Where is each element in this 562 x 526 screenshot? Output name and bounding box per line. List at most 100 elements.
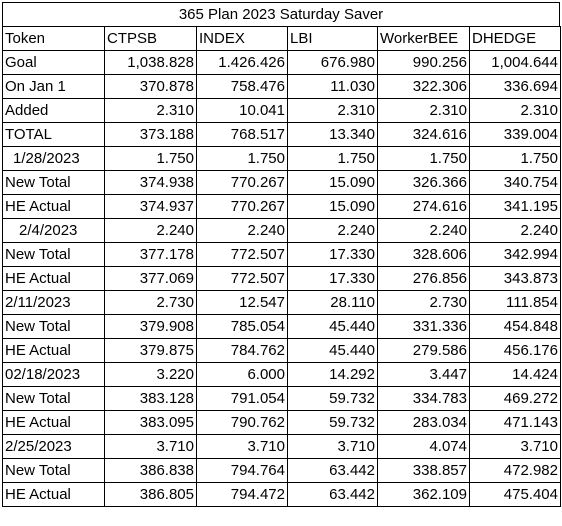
value-cell[interactable]: 336.694	[469, 74, 561, 99]
value-cell[interactable]: 3.710	[469, 434, 561, 459]
value-cell[interactable]: 10.041	[196, 98, 288, 123]
value-cell[interactable]: 4.074	[377, 434, 470, 459]
value-cell[interactable]: 59.732	[287, 410, 378, 435]
value-cell[interactable]: 2.240	[196, 218, 288, 243]
value-cell[interactable]: 326.366	[377, 170, 470, 195]
value-cell[interactable]: 791.054	[196, 386, 288, 411]
value-cell[interactable]: 3.710	[287, 434, 378, 459]
value-cell[interactable]: 377.178	[104, 242, 197, 267]
value-cell[interactable]: 14.424	[469, 362, 561, 387]
value-cell[interactable]: 283.034	[377, 410, 470, 435]
value-cell[interactable]: 342.994	[469, 242, 561, 267]
value-cell[interactable]: 768.517	[196, 122, 288, 147]
value-cell[interactable]: 324.616	[377, 122, 470, 147]
value-cell[interactable]: 341.195	[469, 194, 561, 219]
value-cell[interactable]: 334.783	[377, 386, 470, 411]
row-label-cell[interactable]: New Total	[2, 242, 105, 267]
row-label-cell[interactable]: HE Actual	[2, 266, 105, 291]
value-cell[interactable]: 794.764	[196, 458, 288, 483]
column-header-index[interactable]: INDEX	[196, 26, 288, 51]
value-cell[interactable]: 3.220	[104, 362, 197, 387]
value-cell[interactable]: 339.004	[469, 122, 561, 147]
value-cell[interactable]: 374.937	[104, 194, 197, 219]
value-cell[interactable]: 328.606	[377, 242, 470, 267]
value-cell[interactable]: 772.507	[196, 266, 288, 291]
value-cell[interactable]: 472.982	[469, 458, 561, 483]
value-cell[interactable]: 2.240	[469, 218, 561, 243]
value-cell[interactable]: 383.128	[104, 386, 197, 411]
value-cell[interactable]: 2.310	[104, 98, 197, 123]
value-cell[interactable]: 386.838	[104, 458, 197, 483]
row-label-cell[interactable]: 2/11/2023	[2, 290, 105, 315]
value-cell[interactable]: 15.090	[287, 194, 378, 219]
value-cell[interactable]: 276.856	[377, 266, 470, 291]
value-cell[interactable]: 59.732	[287, 386, 378, 411]
value-cell[interactable]: 2.310	[377, 98, 470, 123]
row-label-cell[interactable]: On Jan 1	[2, 74, 105, 99]
row-label-cell[interactable]: HE Actual	[2, 410, 105, 435]
value-cell[interactable]: 386.805	[104, 482, 197, 507]
value-cell[interactable]: 12.547	[196, 290, 288, 315]
value-cell[interactable]: 2.240	[287, 218, 378, 243]
value-cell[interactable]: 1.750	[104, 146, 197, 171]
row-label-cell[interactable]: New Total	[2, 386, 105, 411]
value-cell[interactable]: 379.908	[104, 314, 197, 339]
column-header-ctpsb[interactable]: CTPSB	[104, 26, 197, 51]
value-cell[interactable]: 2.240	[377, 218, 470, 243]
value-cell[interactable]: 28.110	[287, 290, 378, 315]
value-cell[interactable]: 475.404	[469, 482, 561, 507]
value-cell[interactable]: 383.095	[104, 410, 197, 435]
value-cell[interactable]: 322.306	[377, 74, 470, 99]
value-cell[interactable]: 1.750	[287, 146, 378, 171]
value-cell[interactable]: 111.854	[469, 290, 561, 315]
value-cell[interactable]: 63.442	[287, 458, 378, 483]
value-cell[interactable]: 471.143	[469, 410, 561, 435]
value-cell[interactable]: 990.256	[377, 50, 470, 75]
value-cell[interactable]: 45.440	[287, 314, 378, 339]
value-cell[interactable]: 373.188	[104, 122, 197, 147]
value-cell[interactable]: 1,004.644	[469, 50, 561, 75]
column-header-workerbee[interactable]: WorkerBEE	[377, 26, 470, 51]
value-cell[interactable]: 17.330	[287, 266, 378, 291]
value-cell[interactable]: 772.507	[196, 242, 288, 267]
value-cell[interactable]: 3.710	[196, 434, 288, 459]
value-cell[interactable]: 794.472	[196, 482, 288, 507]
value-cell[interactable]: 274.616	[377, 194, 470, 219]
value-cell[interactable]: 758.476	[196, 74, 288, 99]
value-cell[interactable]: 11.030	[287, 74, 378, 99]
value-cell[interactable]: 3.710	[104, 434, 197, 459]
value-cell[interactable]: 2.310	[287, 98, 378, 123]
column-header-lbi[interactable]: LBI	[287, 26, 378, 51]
row-label-cell[interactable]: 1/28/2023	[2, 146, 105, 171]
value-cell[interactable]: 2.730	[104, 290, 197, 315]
column-header-token[interactable]: Token	[2, 26, 105, 51]
value-cell[interactable]: 343.873	[469, 266, 561, 291]
row-label-cell[interactable]: New Total	[2, 314, 105, 339]
value-cell[interactable]: 454.848	[469, 314, 561, 339]
value-cell[interactable]: 790.762	[196, 410, 288, 435]
value-cell[interactable]: 379.875	[104, 338, 197, 363]
value-cell[interactable]: 2.730	[377, 290, 470, 315]
value-cell[interactable]: 785.054	[196, 314, 288, 339]
value-cell[interactable]: 2.310	[469, 98, 561, 123]
column-header-dhedge[interactable]: DHEDGE	[469, 26, 561, 51]
value-cell[interactable]: 676.980	[287, 50, 378, 75]
value-cell[interactable]: 340.754	[469, 170, 561, 195]
row-label-cell[interactable]: Goal	[2, 50, 105, 75]
value-cell[interactable]: 456.176	[469, 338, 561, 363]
value-cell[interactable]: 1.750	[469, 146, 561, 171]
row-label-cell[interactable]: 02/18/2023	[2, 362, 105, 387]
row-label-cell[interactable]: HE Actual	[2, 194, 105, 219]
value-cell[interactable]: 770.267	[196, 194, 288, 219]
row-label-cell[interactable]: 2/4/2023	[2, 218, 105, 243]
row-label-cell[interactable]: New Total	[2, 170, 105, 195]
value-cell[interactable]: 770.267	[196, 170, 288, 195]
value-cell[interactable]: 1.750	[196, 146, 288, 171]
value-cell[interactable]: 279.586	[377, 338, 470, 363]
value-cell[interactable]: 14.292	[287, 362, 378, 387]
value-cell[interactable]: 13.340	[287, 122, 378, 147]
value-cell[interactable]: 45.440	[287, 338, 378, 363]
row-label-cell[interactable]: HE Actual	[2, 482, 105, 507]
value-cell[interactable]: 6.000	[196, 362, 288, 387]
value-cell[interactable]: 331.336	[377, 314, 470, 339]
